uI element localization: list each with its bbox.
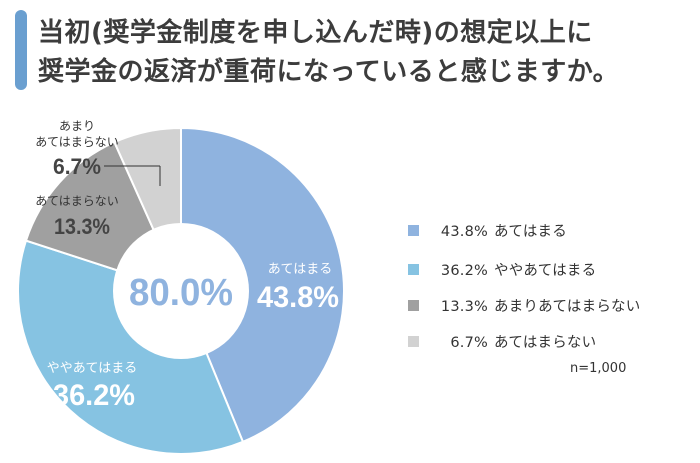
slice-4-value: 6.7%	[53, 154, 101, 179]
legend-swatch-4	[408, 336, 419, 347]
chart-title-line-1: 当初(奨学金制度を申し込んだ時)の想定以上に	[38, 18, 593, 48]
slice-2-label: ややあてはまる	[47, 360, 137, 375]
legend-label-4: あてはまらない	[494, 335, 597, 351]
legend-label-3: あまりあてはまらない	[494, 299, 641, 315]
legend-pct-1: 43.8%	[440, 224, 488, 240]
legend-pct-3: 13.3%	[440, 299, 488, 315]
slice-1-value: 43.8%	[257, 281, 339, 314]
slice-2	[17, 239, 245, 455]
center-label: 80.0%	[129, 272, 233, 314]
legend-swatch-3	[408, 300, 419, 311]
legend-label-2: ややあてはまる	[494, 263, 597, 279]
slice-3-value: 13.3%	[54, 214, 110, 239]
slice-1	[180, 126, 345, 444]
slice-3-label-line-1: あまり	[59, 119, 95, 133]
legend-label-1: あてはまる	[494, 224, 567, 240]
legend-pct-2: 36.2%	[440, 263, 488, 279]
slice-3-label: あてはまらない	[35, 194, 119, 208]
legend-swatch-2	[408, 264, 419, 275]
title-accent-bar	[15, 10, 27, 90]
legend-item-2: 36.2% ややあてはまる	[408, 259, 596, 280]
donut-hole	[113, 223, 249, 359]
legend-item-3: 13.3% あまりあてはまらない	[408, 295, 640, 316]
legend-swatch-1	[408, 225, 419, 236]
chart-title-line-2: 奨学金の返済が重荷になっていると感じますか。	[38, 57, 620, 87]
donut-chart: 80.0% あてはまる 43.8% ややあてはまる 36.2% あまりあてはまらない 6.7…	[17, 119, 345, 455]
legend-item-1: 43.8% あてはまる	[408, 220, 567, 241]
slice-3-label-line-2: あてはまらない	[35, 135, 119, 149]
sample-size-note: n=1,000	[570, 361, 627, 376]
legend-item-4: 6.7% あてはまらない	[408, 331, 596, 352]
legend-pct-4: 6.7%	[450, 335, 488, 351]
slice-2-value: 36.2%	[53, 379, 135, 412]
slice-1-label: あてはまる	[268, 261, 332, 276]
